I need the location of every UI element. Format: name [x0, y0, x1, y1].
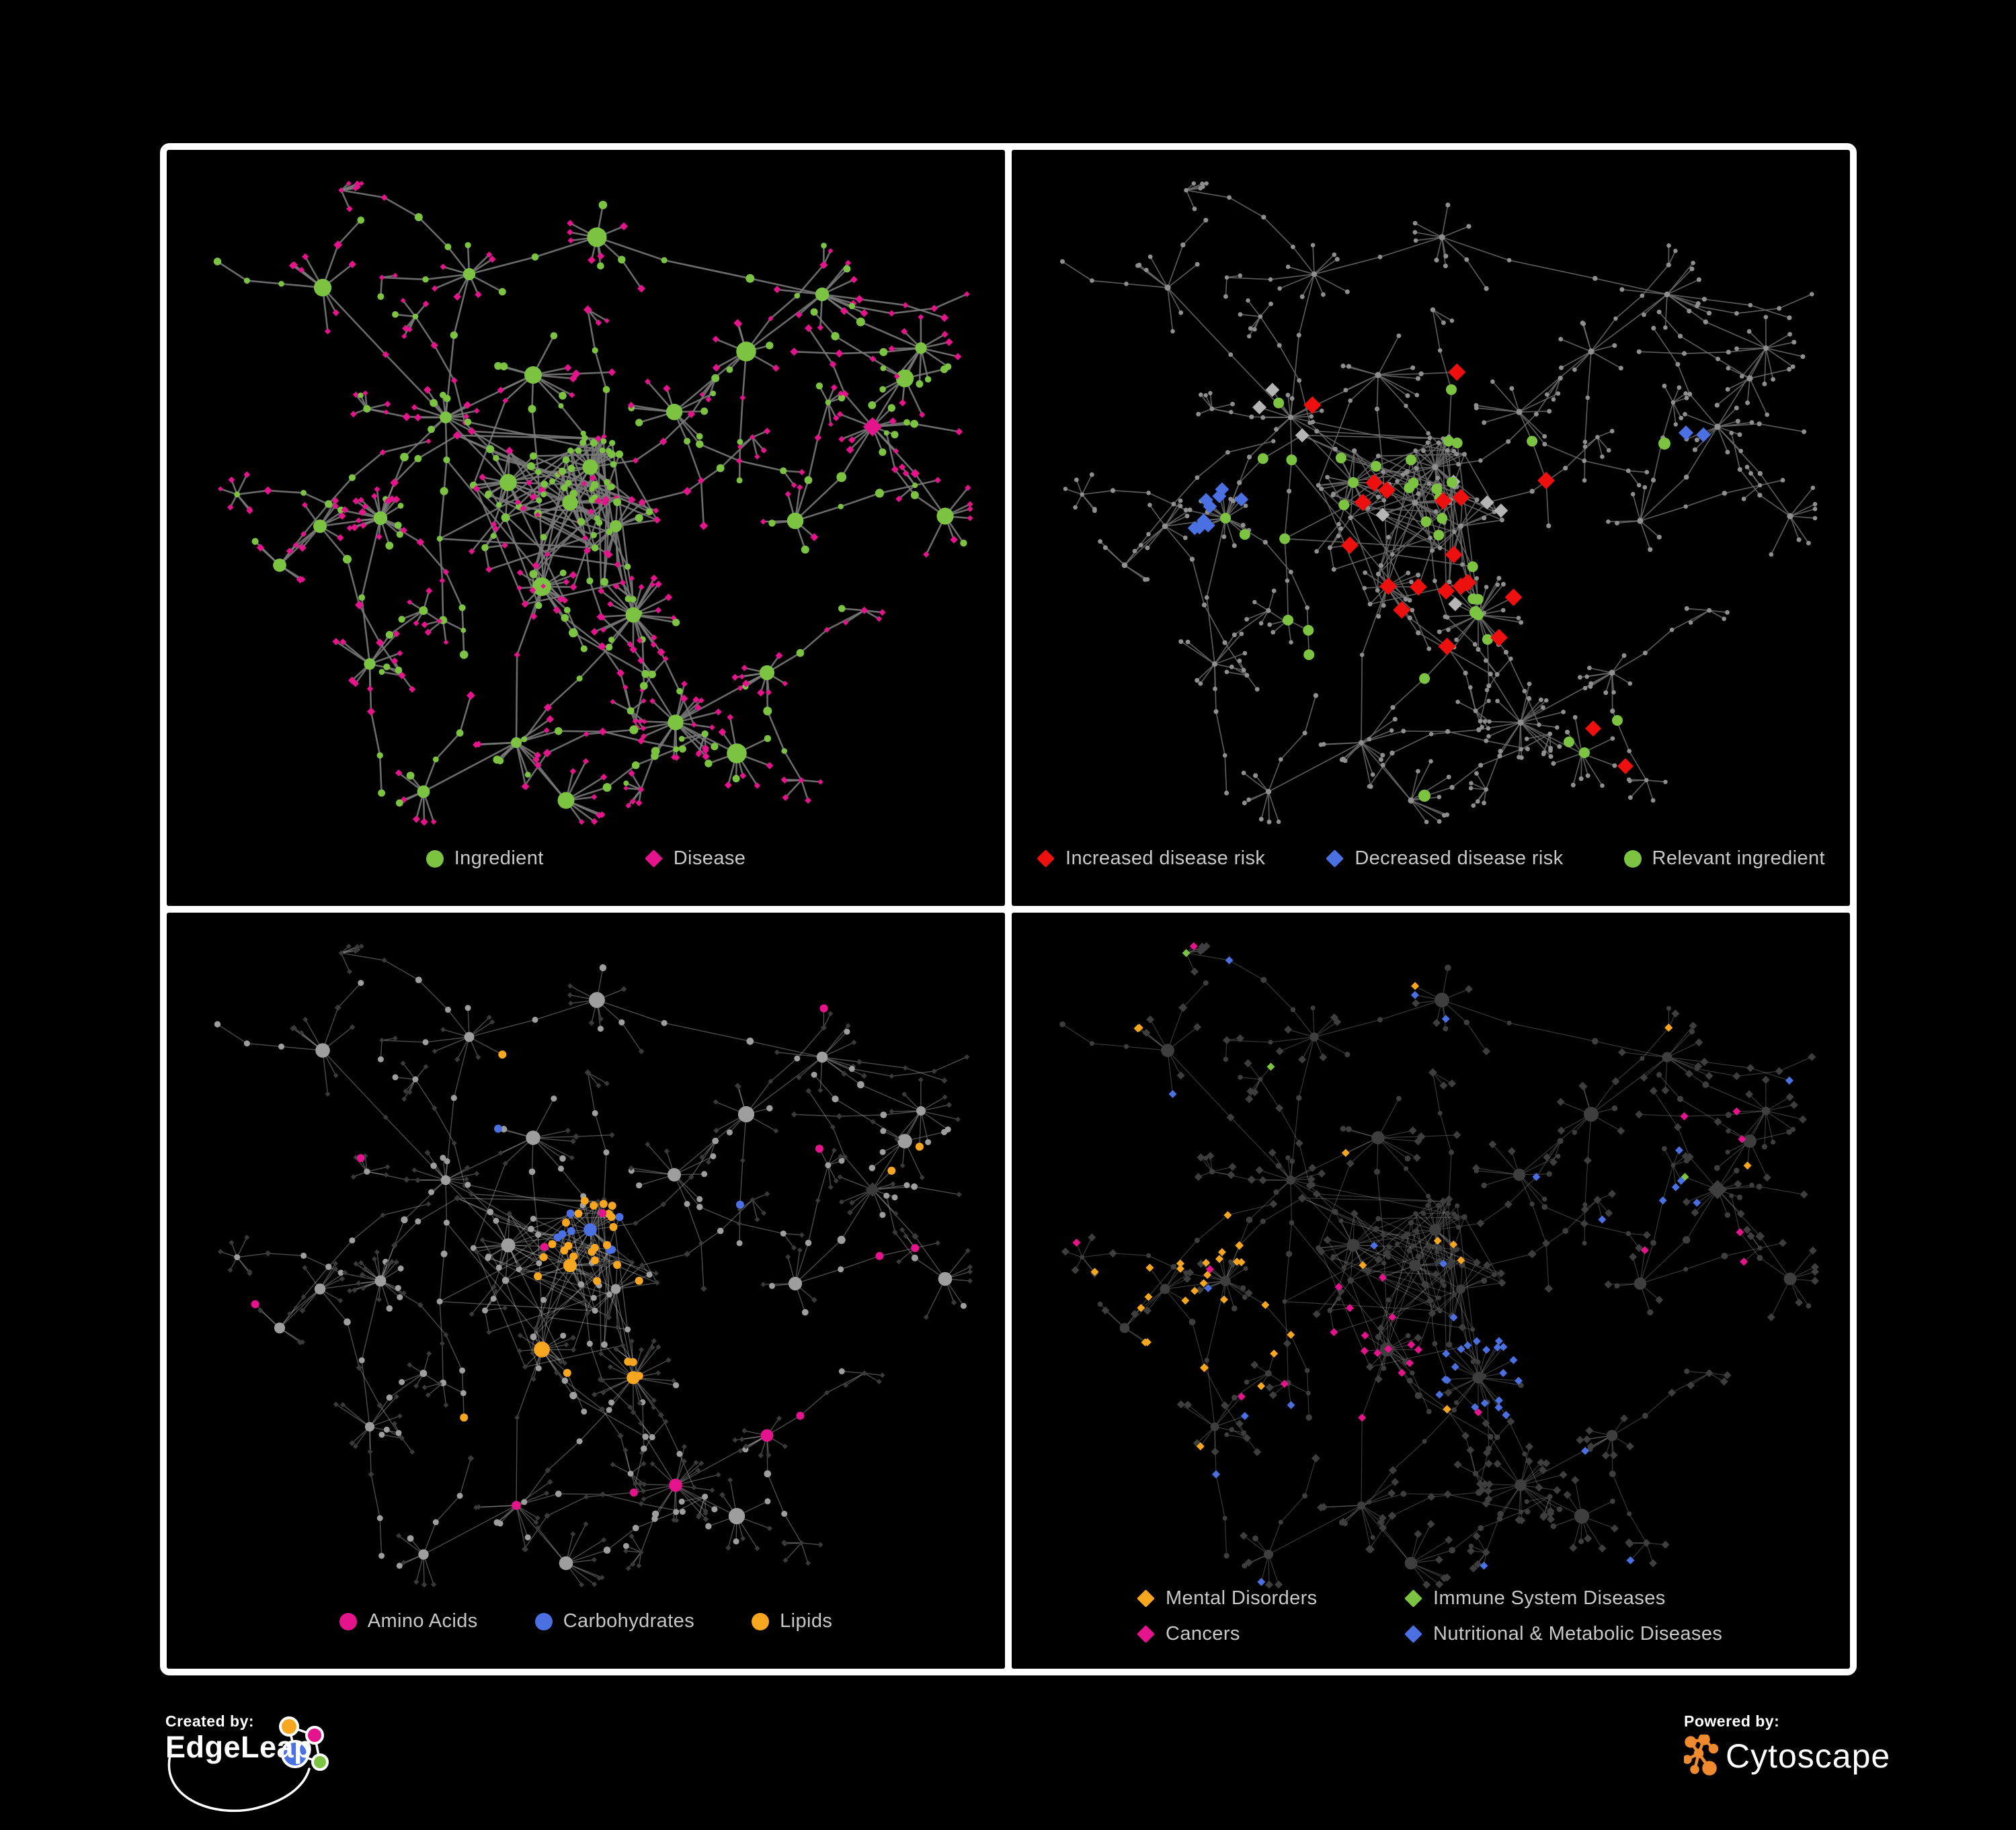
legend-item-immune-diseases: Immune System Diseases: [1404, 1587, 1722, 1610]
legend-label-increased-risk: Increased disease risk: [1065, 847, 1265, 870]
carbohydrates-circle-icon: [535, 1613, 553, 1630]
panel-disease-risk: Increased disease risk Decreased disease…: [1012, 150, 1850, 906]
mental-disorders-diamond-icon: [1137, 1589, 1155, 1608]
legend-disease-risk: Increased disease risk Decreased disease…: [1012, 847, 1850, 870]
legend-label-nutritional-metabolic: Nutritional & Metabolic Diseases: [1433, 1623, 1722, 1645]
network-graph-disease-classes: [1012, 913, 1850, 1669]
legend-item-ingredient: Ingredient: [426, 847, 544, 870]
legend-label-mental-disorders: Mental Disorders: [1166, 1587, 1318, 1610]
legend-ingredient-disease: Ingredient Disease: [167, 847, 1005, 870]
legend-item-lipids: Lipids: [752, 1610, 832, 1632]
figure-grid: Ingredient Disease Increased disease ris…: [160, 143, 1857, 1675]
legend-item-disease: Disease: [645, 847, 746, 870]
legend-item-increased-risk: Increased disease risk: [1037, 847, 1265, 870]
legend-label-decreased-risk: Decreased disease risk: [1355, 847, 1563, 870]
cytoscape-logo: Powered by: Cytoscape: [1684, 1712, 1890, 1800]
network-graph-disease-risk: [1012, 150, 1850, 906]
legend-item-carbohydrates: Carbohydrates: [535, 1610, 694, 1632]
lipids-circle-icon: [752, 1613, 769, 1630]
decreased-risk-diamond-icon: [1326, 849, 1344, 868]
amino-acids-circle-icon: [339, 1613, 357, 1630]
network-graph-nutrient-classes: [167, 913, 1005, 1669]
panel-nutrient-classes: Amino Acids Carbohydrates Lipids: [167, 913, 1005, 1669]
legend-label-cancers: Cancers: [1166, 1623, 1240, 1645]
legend-label-amino-acids: Amino Acids: [368, 1610, 478, 1632]
legend-label-disease: Disease: [674, 847, 746, 870]
edgeleap-logo: Created by: EdgeLeap: [165, 1712, 475, 1830]
legend-label-lipids: Lipids: [780, 1610, 832, 1632]
legend-nutrient-classes: Amino Acids Carbohydrates Lipids: [167, 1610, 1005, 1632]
cytoscape-wordmark: Cytoscape: [1726, 1737, 1890, 1776]
legend-label-relevant-ingredient: Relevant ingredient: [1652, 847, 1825, 870]
nutritional-metabolic-diamond-icon: [1404, 1625, 1422, 1643]
legend-disease-classes: Mental Disorders Immune System Diseases …: [1012, 1587, 1850, 1645]
cancers-diamond-icon: [1137, 1625, 1155, 1643]
legend-item-cancers: Cancers: [1137, 1623, 1404, 1645]
edgeleap-logo-graphic: [165, 1703, 475, 1827]
legend-label-immune-diseases: Immune System Diseases: [1433, 1587, 1666, 1610]
panel-disease-classes: Mental Disorders Immune System Diseases …: [1012, 913, 1850, 1669]
legend-item-relevant-ingredient: Relevant ingredient: [1624, 847, 1825, 870]
legend-item-amino-acids: Amino Acids: [339, 1610, 478, 1632]
network-graph-ingredient-disease: [167, 150, 1005, 906]
powered-by-label: Powered by:: [1684, 1712, 1890, 1731]
edgeleap-green-node: [313, 1755, 327, 1770]
disease-diamond-icon: [645, 849, 663, 868]
cytoscape-icon: [1684, 1735, 1719, 1778]
panel-ingredient-disease: Ingredient Disease: [167, 150, 1005, 906]
legend-label-ingredient: Ingredient: [454, 847, 544, 870]
legend-item-nutritional-metabolic: Nutritional & Metabolic Diseases: [1404, 1623, 1722, 1645]
legend-item-mental-disorders: Mental Disorders: [1137, 1587, 1404, 1610]
relevant-ingredient-circle-icon: [1624, 850, 1642, 868]
increased-risk-diamond-icon: [1037, 849, 1055, 868]
legend-label-carbohydrates: Carbohydrates: [563, 1610, 694, 1632]
immune-diseases-diamond-icon: [1404, 1589, 1422, 1608]
ingredient-circle-icon: [426, 850, 444, 868]
legend-item-decreased-risk: Decreased disease risk: [1326, 847, 1563, 870]
edgeleap-wordmark: EdgeLeap: [165, 1730, 313, 1765]
